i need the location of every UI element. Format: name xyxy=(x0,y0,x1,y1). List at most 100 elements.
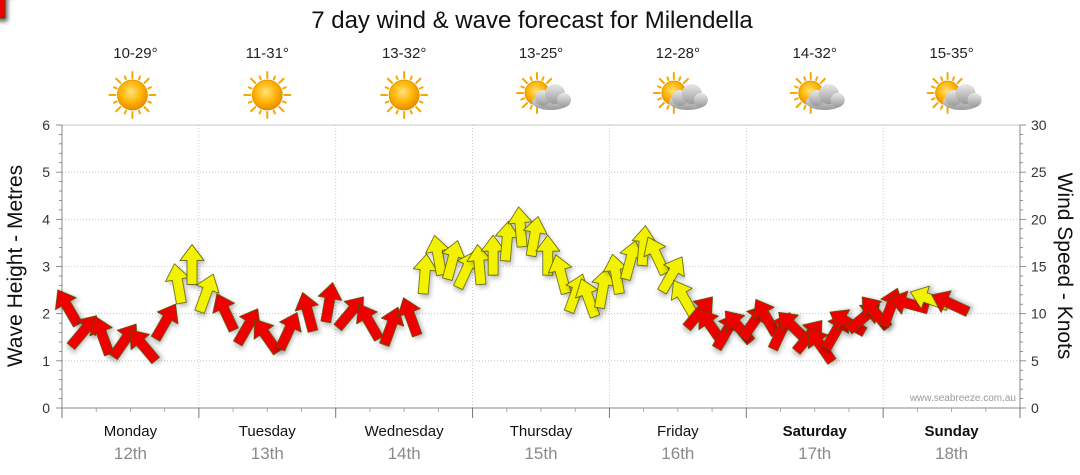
sun-ray xyxy=(395,75,399,81)
cloud-shape xyxy=(532,84,571,110)
day-name: Tuesday xyxy=(239,423,296,440)
temperature-range: 15-35° xyxy=(929,45,973,62)
wind-arrow-shape xyxy=(194,273,220,314)
temperature-range: 13-25° xyxy=(519,45,563,62)
wind-arrow-shape xyxy=(317,282,343,324)
sun-ray xyxy=(529,104,533,110)
day-name: Wednesday xyxy=(365,423,444,440)
wind-arrow xyxy=(212,293,239,333)
wind-arrow xyxy=(888,290,930,315)
cloud-shape xyxy=(942,84,982,110)
y2-tick-label: 25 xyxy=(1031,164,1047,180)
sun-ray xyxy=(795,101,802,109)
sun-ray xyxy=(147,100,152,104)
sun-ray xyxy=(112,86,118,90)
sun-ray xyxy=(666,104,670,110)
sun-ray xyxy=(409,109,413,115)
sun-ray xyxy=(520,85,526,89)
sun-ray xyxy=(932,77,939,85)
wind-arrow-shape xyxy=(66,315,97,350)
wind-arrow-shape xyxy=(657,256,685,295)
y-axis-label: Wave Height - Metres xyxy=(4,165,27,367)
sun-ray xyxy=(415,106,422,113)
sun-ray xyxy=(940,76,944,82)
wind-arrow-shape xyxy=(150,303,179,342)
grid-lines xyxy=(56,124,1026,418)
sun-ray xyxy=(386,77,394,84)
day-date: 17th xyxy=(798,444,831,463)
sun-ray xyxy=(521,101,529,109)
wind-arrow xyxy=(356,303,384,342)
day-date: 15th xyxy=(524,444,557,463)
y-tick-label: 2 xyxy=(42,306,50,322)
credit-text: www.seabreeze.com.au xyxy=(909,393,1016,404)
sun-ray xyxy=(247,86,253,90)
wind-arrow-shape xyxy=(356,303,384,342)
y-tick-label: 0 xyxy=(42,400,50,416)
cloud-shape xyxy=(805,84,845,110)
wind-arrow-shape xyxy=(829,309,868,337)
day-name: Monday xyxy=(104,423,158,440)
wind-arrow xyxy=(194,273,220,314)
sun-ray xyxy=(658,77,665,85)
partly-cloudy-icon xyxy=(516,72,571,114)
wind-arrow-shape xyxy=(55,289,83,328)
wind-arrows xyxy=(0,0,971,365)
wind-arrow xyxy=(150,303,179,342)
y2-axis-label: Wind Speed - Knots xyxy=(1053,173,1076,360)
sun-ray xyxy=(272,75,276,81)
y-tick-label: 4 xyxy=(42,211,50,227)
sun-ray xyxy=(272,109,276,115)
wind-arrow xyxy=(548,254,572,295)
y-tick-label: 1 xyxy=(42,353,50,369)
sun-ray xyxy=(278,77,285,84)
day-name: Friday xyxy=(657,423,699,440)
sun-ray xyxy=(281,86,287,90)
sun-ray xyxy=(795,77,802,85)
sun-ray xyxy=(678,76,682,82)
y-tick-label: 3 xyxy=(42,259,50,275)
temperature-range: 12-28° xyxy=(656,45,700,62)
sun-disc xyxy=(117,79,148,111)
sun-ray xyxy=(281,100,287,104)
wind-arrow xyxy=(0,0,6,19)
temperature-range: 10-29° xyxy=(113,45,157,62)
wind-arrow xyxy=(66,315,97,350)
sun-ray xyxy=(386,106,394,113)
sun-ray xyxy=(395,109,399,115)
wind-arrow xyxy=(807,328,837,365)
wind-arrow-shape xyxy=(294,292,319,333)
sun-ray xyxy=(250,106,257,113)
y-tick-label: 5 xyxy=(42,164,50,180)
wind-arrow xyxy=(294,292,319,333)
sun-ray xyxy=(115,77,122,84)
sun-ray xyxy=(137,109,142,115)
wind-arrow-shape xyxy=(129,329,160,365)
wind-arrow xyxy=(317,282,343,324)
sun-ray xyxy=(956,77,963,85)
day-name: Sunday xyxy=(924,423,979,440)
day-name: Saturday xyxy=(783,423,848,440)
sun-ray xyxy=(657,85,662,89)
sun-ray xyxy=(819,77,826,85)
y2-tick-label: 20 xyxy=(1031,211,1047,227)
sun-ray xyxy=(384,86,390,90)
wind-arrow xyxy=(931,290,971,317)
temperature-range: 11-31° xyxy=(246,45,289,62)
sun-ray xyxy=(418,86,424,90)
sun-ray xyxy=(520,97,526,101)
sun-ray xyxy=(930,85,936,89)
wind-arrow-shape xyxy=(397,297,423,338)
y2-tick-label: 15 xyxy=(1031,259,1047,275)
temperature-range: 14-32° xyxy=(793,45,837,62)
day-labels: Monday 12th Tuesday 13th Wednesday 14th Thursd… xyxy=(104,423,980,463)
sun-ray xyxy=(123,109,127,115)
partly-cloudy-icon xyxy=(926,72,982,114)
wind-arrow-shape xyxy=(643,236,670,276)
sun-ray xyxy=(123,75,127,81)
sun-ray xyxy=(666,76,670,82)
plot-frame xyxy=(61,124,1021,409)
wind-arrow-shape xyxy=(507,206,533,248)
wind-arrow-shape xyxy=(212,293,239,333)
sun-ray xyxy=(815,76,819,82)
